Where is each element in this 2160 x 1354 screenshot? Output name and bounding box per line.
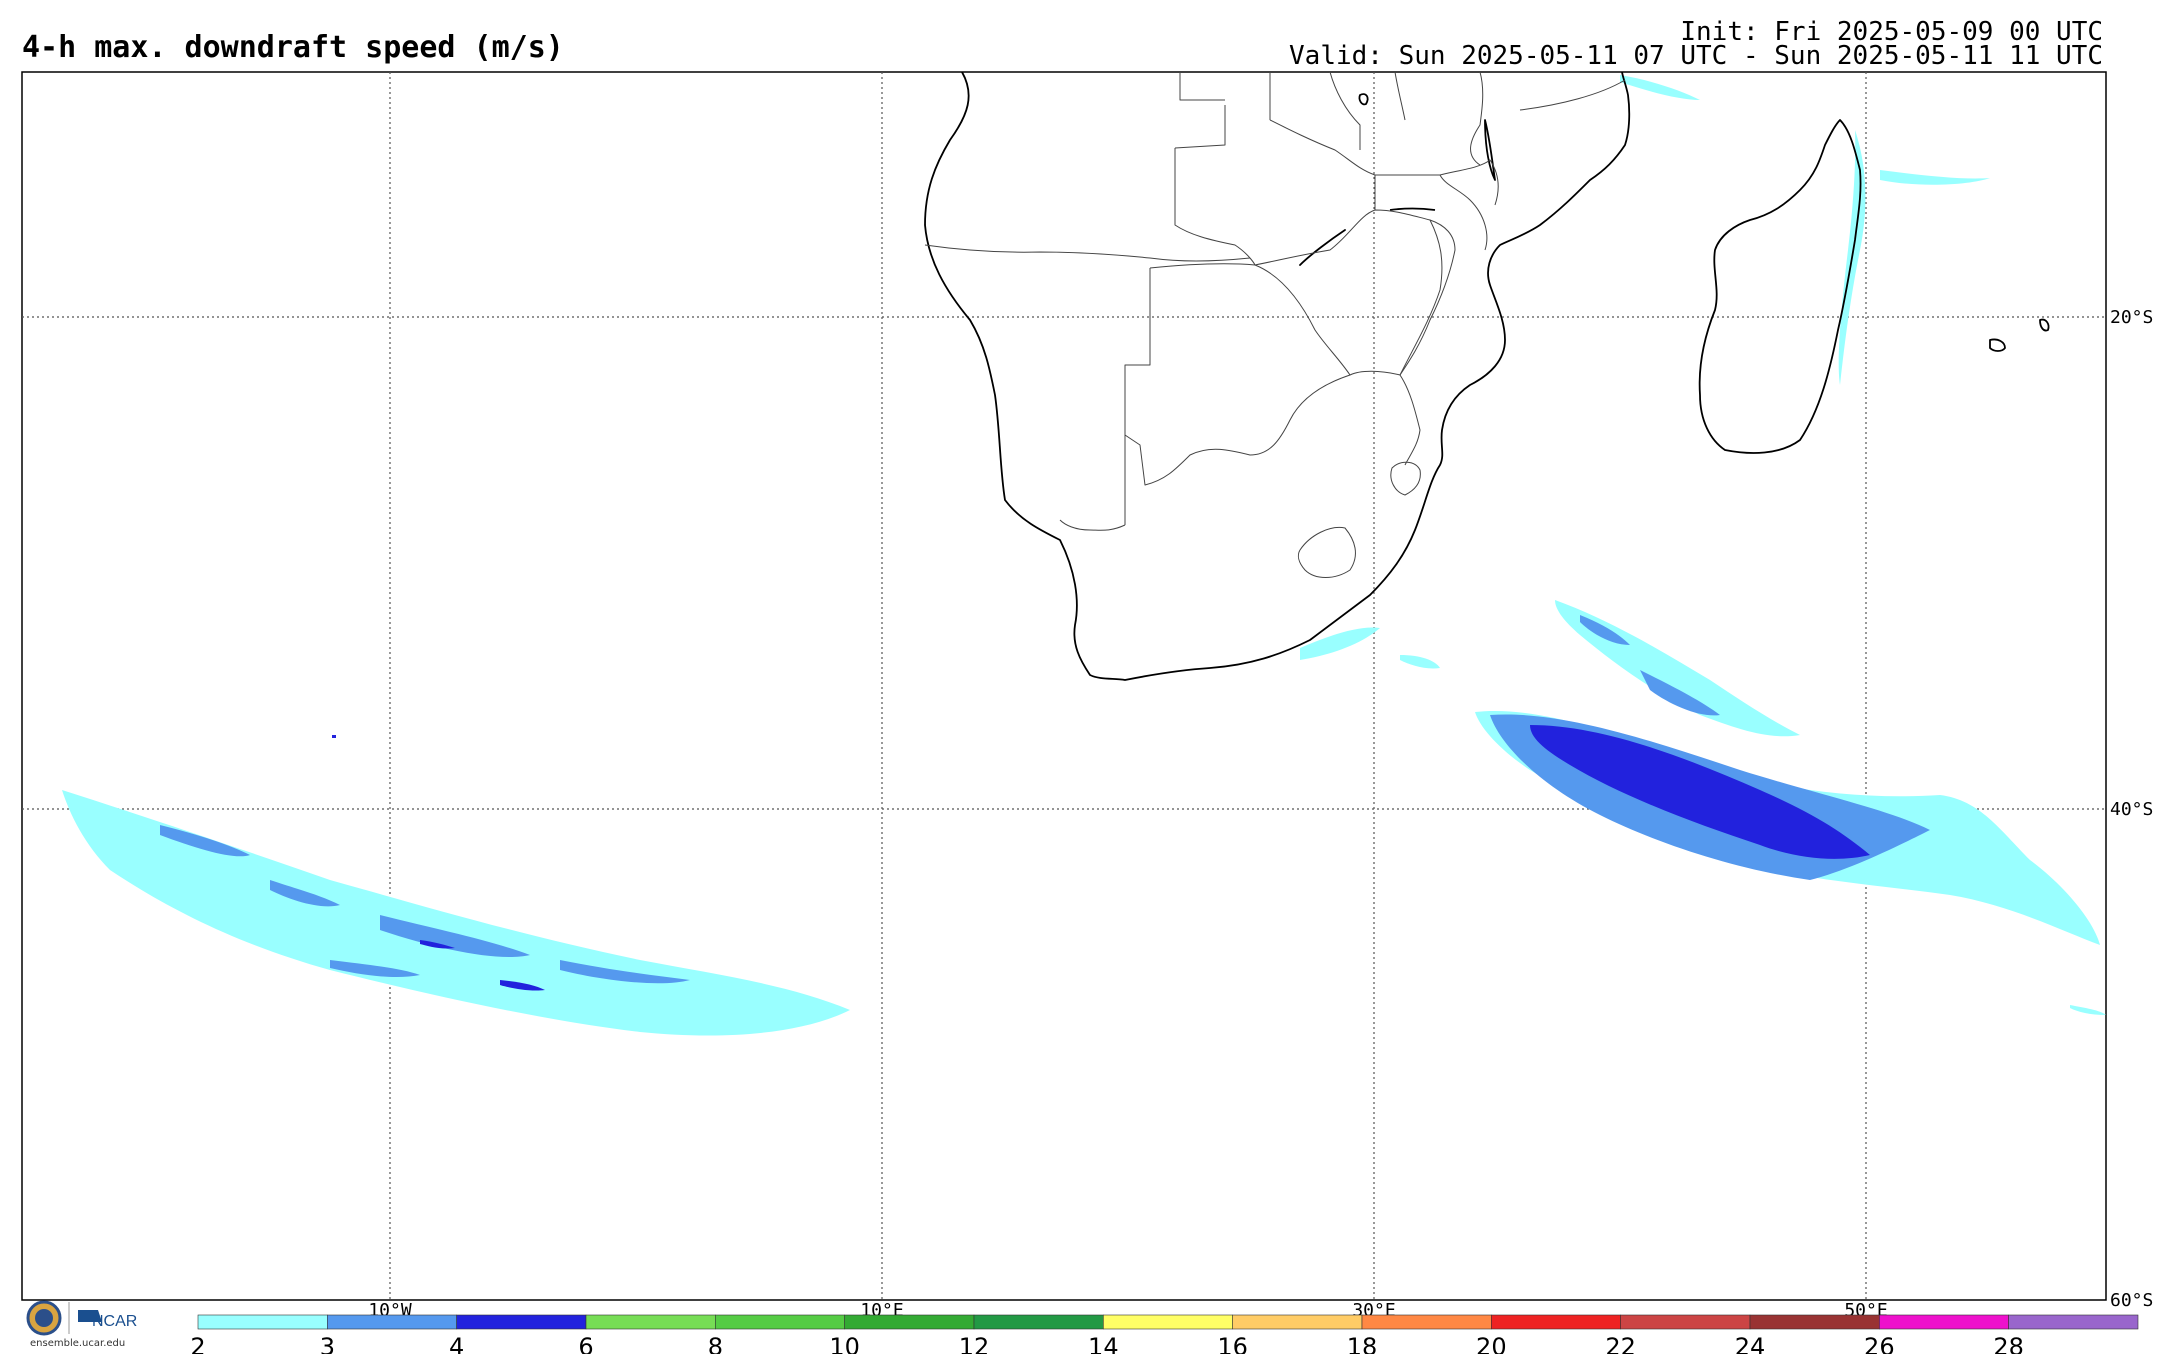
coastline-reunion	[2039, 318, 2050, 332]
border-drc	[1179, 71, 1361, 150]
border-namibia-botswana	[1124, 268, 1151, 525]
colorbar-swatch	[1749, 1314, 1880, 1330]
border-mozambique-inner	[1399, 374, 1421, 466]
coastline-lake-victoria-edge	[1358, 93, 1369, 106]
shade-3-4-west-b	[270, 880, 340, 907]
colorbar-tick-label: 28	[1993, 1333, 2024, 1354]
colorbar-tick-label: 3	[320, 1333, 335, 1354]
colorbar-tick-label: 18	[1347, 1333, 1378, 1354]
border-zambia	[1174, 105, 1376, 266]
colorbar-swatch	[844, 1314, 975, 1330]
colorbar-swatch	[715, 1314, 845, 1330]
colorbar-tick-label: 10	[829, 1333, 860, 1354]
shade-2-3-west	[62, 790, 850, 1036]
colorbar-tick-label: 6	[578, 1333, 593, 1354]
border-lesotho	[1297, 526, 1356, 578]
shade-3-4-east-north-a	[1640, 670, 1720, 716]
ncar-mark-icon	[78, 1310, 102, 1322]
colorbar: 2 3 4 6 8 10 12 14 16 18 20 22 24 26 28	[190, 1314, 2139, 1354]
svg-text:NCAR: NCAR	[92, 1313, 137, 1330]
colorbar-tick-label: 2	[190, 1333, 205, 1354]
shade-3-4-west-c	[380, 915, 530, 958]
colorbar-swatch	[1103, 1314, 1233, 1330]
logo-url: ensemble.ucar.edu	[30, 1338, 126, 1349]
lat-label-60s: 60°S	[2110, 1290, 2153, 1311]
colorbar-swatch	[327, 1314, 457, 1330]
coastline-africa-west	[924, 71, 1631, 681]
page-title: 4-h max. downdraft speed (m/s)	[22, 30, 564, 65]
border-eswatini	[1390, 461, 1421, 496]
colorbar-swatch	[197, 1314, 328, 1330]
colorbar-tick-label: 26	[1864, 1333, 1895, 1354]
colorbar-tick-label: 22	[1605, 1333, 1636, 1354]
border-mozambique-zimbabwe	[1399, 219, 1456, 376]
nsf-ncar-logo: NCAR	[22, 1296, 162, 1354]
colorbar-swatch	[585, 1314, 716, 1330]
coastline-madagascar	[1698, 119, 1862, 454]
downdraft-band-east	[1300, 75, 2106, 1015]
speck-west	[332, 735, 336, 738]
shade-3-4-west-e	[330, 960, 420, 978]
colorbar-swatch	[2008, 1314, 2139, 1330]
coastline-lake-kariba	[1299, 229, 1346, 266]
colorbar-tick-label: 20	[1476, 1333, 1507, 1354]
lat-label-20s: 20°S	[2110, 307, 2153, 328]
shade-4-6-east	[1530, 725, 1870, 859]
valid-time: Valid: Sun 2025-05-11 07 UTC - Sun 2025-…	[1289, 41, 2103, 71]
colorbar-swatch	[456, 1314, 587, 1330]
colorbar-swatch	[1232, 1314, 1363, 1330]
map-frame	[21, 71, 2107, 1301]
border-angola-namibia	[924, 244, 1251, 262]
colorbar-tick-label: 4	[449, 1333, 464, 1354]
colorbar-tick-label: 14	[1088, 1333, 1119, 1354]
init-time: Init: Fri 2025-05-09 00 UTC	[1680, 17, 2103, 47]
shade-2-3-east-blob	[1400, 655, 1440, 669]
shade-2-3-east-coast	[1300, 627, 1380, 660]
country-borders	[924, 71, 1626, 578]
colorbar-swatch	[1879, 1314, 2009, 1330]
colorbar-tick-label: 12	[959, 1333, 990, 1354]
shade-2-3-east-tail	[2070, 1005, 2106, 1015]
coastline-lake-malawi	[1484, 119, 1496, 181]
colorbar-tick-label: 16	[1217, 1333, 1248, 1354]
border-malawi	[1439, 71, 1488, 251]
shade-3-4-west-a	[160, 825, 250, 857]
coastline-mauritius	[1989, 338, 2006, 352]
colorbar-swatch	[1620, 1314, 1751, 1330]
lat-label-40s: 40°S	[2110, 799, 2153, 820]
colorbar-swatch	[1491, 1314, 1621, 1330]
border-uganda-kenya	[1394, 71, 1406, 121]
shade-3-4-west-d	[560, 960, 690, 984]
border-south-africa-north	[1059, 519, 1126, 531]
timestamp-block: Init: Fri 2025-05-09 00 UTC Valid: Sun 2…	[1289, 17, 2103, 71]
colorbar-swatch	[1361, 1314, 1492, 1330]
shade-2-3-madagascar-tail	[1880, 170, 1990, 185]
colorbar-tick-label: 8	[708, 1333, 723, 1354]
shade-4-6-west-b	[420, 940, 455, 949]
coastline-lake-cahora	[1389, 207, 1436, 211]
colorbar-tick-label: 24	[1735, 1333, 1766, 1354]
shade-4-6-west-a	[500, 980, 545, 991]
border-tanzania-mozambique	[1375, 79, 1626, 206]
shade-2-3-north-coast	[1620, 75, 1700, 100]
coastlines	[924, 71, 2050, 681]
shade-3-4-east-north-b	[1580, 615, 1630, 645]
colorbar-swatch	[973, 1314, 1104, 1330]
downdraft-band-west	[62, 735, 850, 1036]
